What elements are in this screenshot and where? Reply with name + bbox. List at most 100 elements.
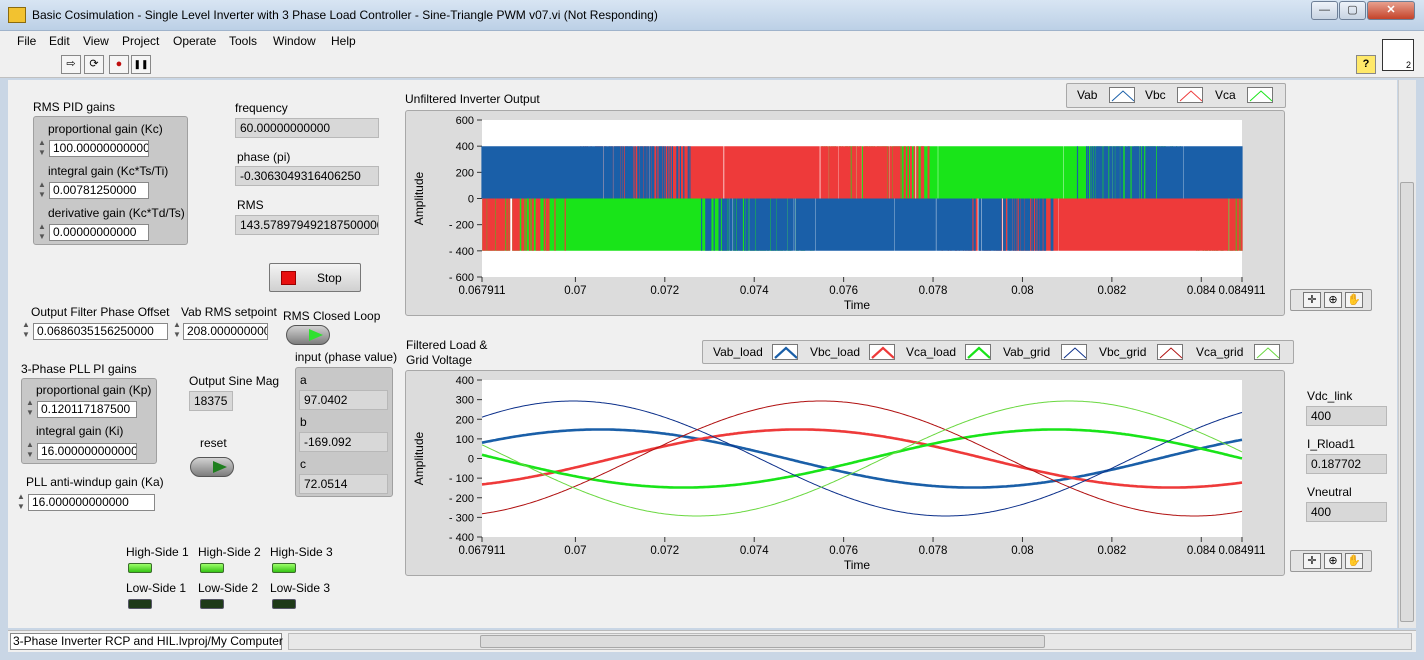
rms-closed-loop-label: RMS Closed Loop xyxy=(283,309,381,323)
menu-tools[interactable]: Tools xyxy=(229,34,258,48)
chart2-series-vbc-load xyxy=(481,428,1243,489)
menu-edit[interactable]: Edit xyxy=(49,34,70,48)
chart2-series-vca-load xyxy=(481,428,1243,489)
menu-file[interactable]: File xyxy=(17,34,37,48)
pause-icon[interactable]: ❚❚ xyxy=(131,55,151,74)
chart2-ytick-label: 400 xyxy=(456,375,474,387)
low-side-3-led xyxy=(272,599,296,609)
menu-help[interactable]: Help xyxy=(331,34,356,48)
filter-offset-spinner-icon[interactable]: ▲ ▼ xyxy=(22,320,30,339)
ti-spinner-icon[interactable]: ▲ ▼ xyxy=(38,180,46,199)
phase-c-indicator: 72.0514 xyxy=(299,474,388,494)
chart2-xtick-label: 0.08 xyxy=(1011,545,1033,557)
minimize-button[interactable]: — xyxy=(1311,1,1338,20)
legend-vab-load-swatch-icon xyxy=(772,344,798,360)
chart2-xtick-label: 0.084911 xyxy=(1218,545,1265,557)
kp-spinner-icon[interactable]: ▲ ▼ xyxy=(26,398,34,417)
vab-setpoint-spinner-icon[interactable]: ▲ ▼ xyxy=(173,320,181,339)
graph2-legend[interactable]: Vab_load Vbc_load Vca_load Vab_grid Vbc_… xyxy=(702,340,1294,364)
toolbar xyxy=(0,52,1424,78)
low-side-3-label: Low-Side 3 xyxy=(270,581,331,595)
legend-vab-swatch-icon xyxy=(1109,87,1135,103)
menu-operate[interactable]: Operate xyxy=(173,34,217,48)
vab-setpoint-input[interactable]: 208.000000000 xyxy=(183,323,268,340)
window-title: Basic Cosimulation - Single Level Invert… xyxy=(32,8,658,22)
horizontal-scroll-thumb[interactable] xyxy=(480,635,1045,648)
sine-mag-label: Output Sine Mag xyxy=(189,374,280,388)
chart1-ytick-label: - 200 xyxy=(449,220,474,232)
run-continuously-icon[interactable]: ⟳ xyxy=(84,55,104,74)
td-spinner-icon[interactable]: ▲ ▼ xyxy=(38,222,46,241)
phase-label: phase (pi) xyxy=(237,150,291,164)
vertical-scroll-thumb[interactable] xyxy=(1400,182,1414,622)
chart1-xtick-label: 0.074 xyxy=(740,285,769,297)
ka-spinner-icon[interactable]: ▲ ▼ xyxy=(17,492,25,511)
chart2-plot-area xyxy=(482,380,1242,537)
legend-vbc-load-label: Vbc_load xyxy=(810,345,861,359)
kp-input[interactable]: 0.120117187500 xyxy=(37,401,137,418)
high-side-1-led xyxy=(128,563,152,573)
phase-c-label: c xyxy=(300,457,306,471)
chart2-xtick-label: 0.072 xyxy=(650,545,679,557)
high-side-2-label: High-Side 2 xyxy=(198,545,261,559)
chart2-xtick-label: 0.084 xyxy=(1187,545,1216,557)
legend-vca-load-label: Vca_load xyxy=(906,345,957,359)
chart2-xtick-label: 0.074 xyxy=(740,545,769,557)
chart2-ytick-label: - 100 xyxy=(449,473,474,485)
kc-spinner-icon[interactable]: ▲ ▼ xyxy=(38,138,46,157)
reset-switch[interactable] xyxy=(190,457,234,477)
phase-b-indicator: -169.092 xyxy=(299,432,388,452)
abort-execution-icon[interactable]: ● xyxy=(109,55,129,74)
kc-input[interactable]: 100.00000000000 xyxy=(49,140,149,157)
chart1-ytick-label: 400 xyxy=(456,141,474,153)
filter-offset-input[interactable]: 0.0686035156250000 xyxy=(33,323,168,340)
chart1-xtick-label: 0.072 xyxy=(650,285,679,297)
legend-vab-load-label: Vab_load xyxy=(713,345,763,359)
stop-button[interactable]: Stop xyxy=(269,263,361,292)
menu-view[interactable]: View xyxy=(83,34,109,48)
graph1-zoom-icon[interactable]: ⊕ xyxy=(1324,292,1342,308)
chart1-xtick-label: 0.084911 xyxy=(1218,285,1265,297)
graph1-legend[interactable]: Vab Vbc Vca xyxy=(1066,83,1286,108)
td-input[interactable]: 0.00000000000 xyxy=(49,224,149,241)
low-side-2-led xyxy=(200,599,224,609)
chart2-ytick-label: 0 xyxy=(468,454,474,466)
legend-vca-load-swatch-icon xyxy=(965,344,991,360)
legend-vab-label: Vab xyxy=(1077,88,1098,102)
vdc-link-label: Vdc_link xyxy=(1307,389,1353,403)
rms-closed-loop-switch[interactable] xyxy=(286,325,330,345)
phase-a-indicator: 97.0402 xyxy=(299,390,388,410)
vab-setpoint-label: Vab RMS setpoint xyxy=(181,305,277,319)
run-arrow-icon[interactable]: ⇨ xyxy=(61,55,81,74)
filtered-voltage-chart[interactable]: 400 300 200 100 0 - 100 - 200 - 300 - 4000.06791… xyxy=(405,370,1285,576)
chart2-xtick-label: 0.082 xyxy=(1097,545,1126,557)
menu-window[interactable]: Window xyxy=(273,34,316,48)
chart1-xtick-label: 0.082 xyxy=(1097,285,1126,297)
maximize-button[interactable]: ▢ xyxy=(1339,1,1366,20)
chart1-series-group xyxy=(481,146,1243,251)
chart1-series-vab xyxy=(481,146,1243,251)
graph1-pan-icon[interactable]: ✋ xyxy=(1345,292,1363,308)
ti-input[interactable]: 0.00781250000 xyxy=(49,182,149,199)
project-path: 3-Phase Inverter RCP and HIL.lvproj/My C… xyxy=(10,633,283,650)
vi-icon: 2 xyxy=(1382,39,1414,71)
legend-vbc-grid-swatch-icon xyxy=(1157,344,1183,360)
reset-label: reset xyxy=(200,436,227,450)
graph2-zoom-icon[interactable]: ⊕ xyxy=(1324,553,1342,569)
chart2-ytick-label: - 200 xyxy=(449,493,474,505)
graph2-cursor-icon[interactable]: ✛ xyxy=(1303,553,1321,569)
chart2-ytick-label: 200 xyxy=(456,414,474,426)
phase-a-label: a xyxy=(300,373,307,387)
graph1-cursor-icon[interactable]: ✛ xyxy=(1303,292,1321,308)
menu-project[interactable]: Project xyxy=(122,34,160,48)
ka-input[interactable]: 16.000000000000 xyxy=(28,494,155,511)
ki-spinner-icon[interactable]: ▲ ▼ xyxy=(26,440,34,459)
chart1-xtick-label: 0.078 xyxy=(919,285,948,297)
ka-label: PLL anti-windup gain (Ka) xyxy=(26,475,164,489)
graph2-pan-icon[interactable]: ✋ xyxy=(1345,553,1363,569)
close-button[interactable]: ✕ xyxy=(1367,1,1415,20)
context-help-icon[interactable]: ? xyxy=(1356,55,1376,74)
vneutral-label: Vneutral xyxy=(1307,485,1352,499)
ki-input[interactable]: 16.000000000000 xyxy=(37,443,137,460)
